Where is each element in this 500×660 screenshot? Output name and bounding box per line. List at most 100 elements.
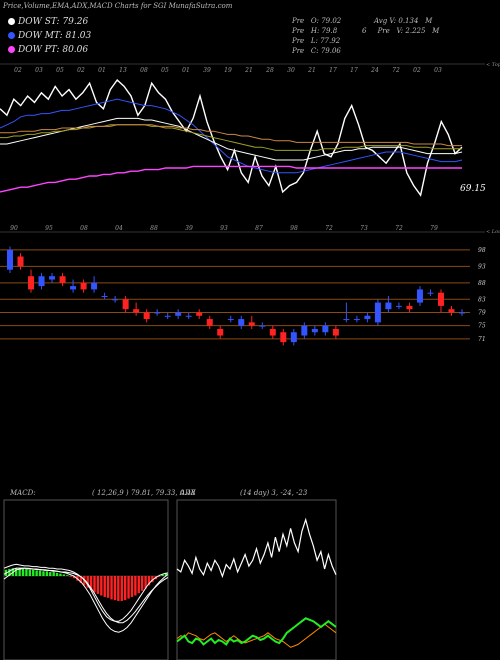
candle-body xyxy=(248,322,255,326)
ema-top-date-label: 17 xyxy=(329,67,337,74)
candle-body xyxy=(437,292,444,306)
ema-top-date-label: 19 xyxy=(224,67,232,74)
price-tick-label: 79 xyxy=(478,309,486,316)
macd-histogram-bar xyxy=(130,576,134,598)
candle-body xyxy=(238,319,245,326)
adx-params: (14 day) 3, -24, -23 xyxy=(240,489,308,497)
macd-histogram-bar xyxy=(106,576,110,598)
candle-body xyxy=(259,325,266,327)
ema-top-date-label: 05 xyxy=(161,67,169,74)
adx-minus-di-line xyxy=(176,623,337,648)
candle-body xyxy=(448,309,455,313)
ema-bottom-date-label: 79 xyxy=(430,225,438,232)
macd-histogram-bar xyxy=(123,576,127,601)
macd-histogram-bar xyxy=(120,576,123,601)
macd-params: ( 12,26,9 ) 79.81, 79.33, 0.48 xyxy=(92,489,196,497)
legend-dow-pt-label: DOW PT: 80.06 xyxy=(18,45,89,55)
macd-histogram-bar xyxy=(113,576,117,601)
candle-body xyxy=(206,319,213,326)
macd-histogram-bar xyxy=(93,576,96,593)
candle-body xyxy=(332,328,339,336)
macd-histogram-bar xyxy=(140,576,144,591)
ema-top-date-label: 21 xyxy=(307,67,316,74)
candle-body xyxy=(374,302,381,323)
legend-dow-st-label: DOW ST: 79.26 xyxy=(18,17,89,27)
macd-histogram-bar xyxy=(62,574,66,576)
candle-body xyxy=(17,256,24,267)
legend-dow-st-swatch xyxy=(8,18,15,25)
ema-bottom-date-label: 88 xyxy=(150,225,158,232)
macd-line xyxy=(3,563,169,622)
macd-histogram-bar xyxy=(96,576,100,594)
macd-histogram-bar xyxy=(144,576,147,589)
price-tick-label: 88 xyxy=(478,280,486,287)
macd-histogram-bar xyxy=(79,576,83,584)
ema-top-date-label: 02 xyxy=(77,67,85,74)
pre-low: Pre L: 77.92 xyxy=(292,37,341,45)
ema-top-date-label: 02 xyxy=(413,67,421,74)
candle-body xyxy=(269,328,276,336)
ema-last-value: 69.15 xyxy=(460,184,486,194)
macd-histogram-bar xyxy=(52,572,55,576)
ema-top-date-label: 17 xyxy=(350,67,358,74)
ema-bottom-date-label: 72 xyxy=(395,225,403,232)
price-tick-label: 83 xyxy=(478,296,486,303)
ema-series-line-4 xyxy=(0,124,462,147)
macd-histogram-bar xyxy=(147,576,151,586)
ema-top-date-label: 01 xyxy=(98,67,106,74)
macd-histogram-bar xyxy=(28,569,32,576)
candle-body xyxy=(301,325,308,336)
adx-panel-frame xyxy=(176,499,337,660)
candle-body xyxy=(143,312,150,320)
price-tick-label: 75 xyxy=(478,323,486,330)
ema-series-line-5 xyxy=(0,165,462,193)
candle-body xyxy=(49,276,56,280)
macd-histogram-bar xyxy=(110,576,113,600)
macd-histogram-bar xyxy=(15,568,18,576)
ema-top-date-label: 24 xyxy=(370,67,379,74)
macd-histogram-bar xyxy=(161,574,164,576)
candle-body xyxy=(80,282,87,290)
candle-body xyxy=(175,312,182,316)
price-tick-label: 93 xyxy=(478,263,486,270)
price-corner-label: < Loum xyxy=(486,229,500,235)
candle-body xyxy=(364,315,371,320)
ema-series-line-0 xyxy=(0,78,463,197)
pre-volume: 6 Pre V: 2.225 M xyxy=(362,27,440,35)
candle-body xyxy=(459,312,465,314)
ema-bottom-date-label: 90 xyxy=(10,225,18,232)
candle-body xyxy=(112,299,119,301)
avg-volume: Avg V: 0.134 M xyxy=(374,17,433,25)
ema-top-date-label: 01 xyxy=(182,67,190,74)
ema-bottom-date-label: 72 xyxy=(325,225,333,232)
macd-histogram-bar xyxy=(42,571,45,576)
macd-histogram-bar xyxy=(32,569,35,576)
ema-top-date-label: 05 xyxy=(56,67,64,74)
pre-high: Pre H: 79.8 xyxy=(292,27,338,35)
candle-body xyxy=(133,309,140,313)
macd-histogram-bar xyxy=(164,572,168,576)
macd-histogram-bar xyxy=(117,576,120,601)
ema-bottom-date-label: 98 xyxy=(290,225,298,232)
macd-histogram-bar xyxy=(157,576,161,577)
macd-histogram-bar xyxy=(137,576,140,594)
ema-bottom-date-label: 93 xyxy=(220,225,228,232)
ema-bottom-date-label: 87 xyxy=(255,225,263,232)
ema-top-date-label: 39 xyxy=(203,67,211,74)
macd-histogram-bar xyxy=(127,576,130,599)
adx-label: ADX xyxy=(179,489,197,497)
legend-dow-mt-swatch xyxy=(8,32,15,39)
legend-dow-st: DOW ST: 79.26 xyxy=(8,17,88,27)
ema-top-date-label: 28 xyxy=(265,67,274,74)
macd-histogram-bar xyxy=(100,576,103,596)
ema-top-date-label: 13 xyxy=(119,67,127,74)
macd-histogram-bar xyxy=(49,572,52,576)
candle-body xyxy=(91,282,98,290)
candle-body xyxy=(59,276,66,283)
macd-histogram-bar xyxy=(66,575,69,577)
pre-close: Pre C: 79.06 xyxy=(292,47,341,55)
macd-histogram-bar xyxy=(35,570,38,576)
ema-top-date-label: 08 xyxy=(140,67,148,74)
legend-dow-pt: DOW PT: 80.06 xyxy=(8,45,88,55)
